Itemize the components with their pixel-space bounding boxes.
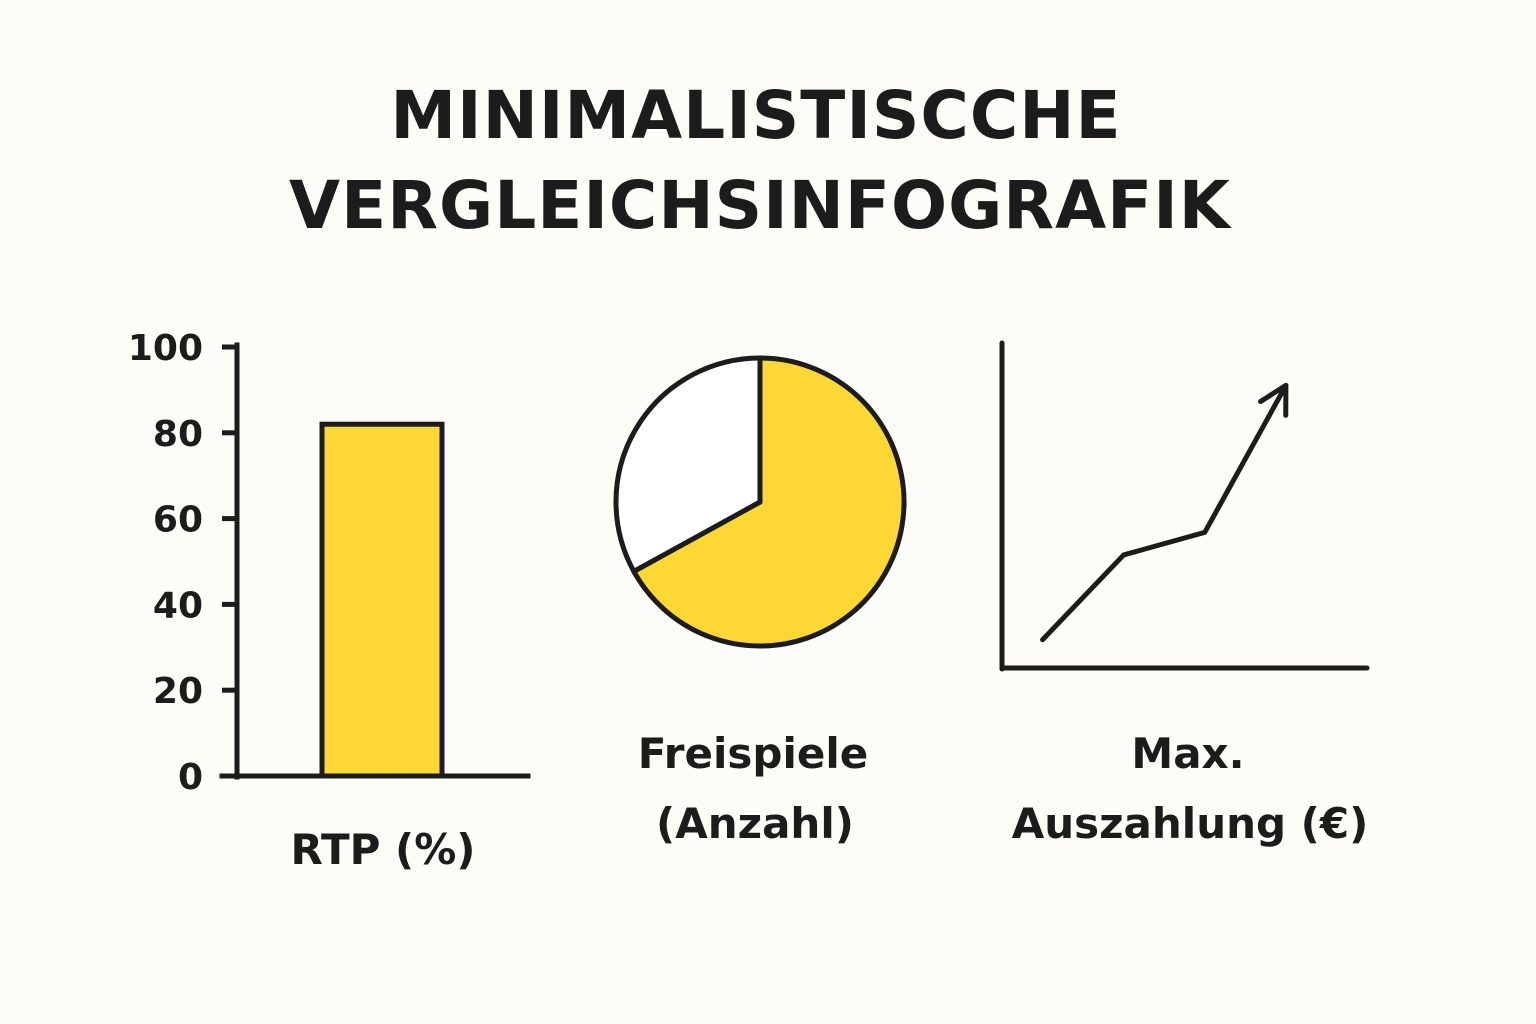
line-caption-line-2: Auszahlung (€) (1012, 799, 1369, 848)
auszahlung-line-chart: Max. Auszahlung (€) (999, 340, 1370, 848)
bar-mark (319, 421, 445, 779)
pie-slice (631, 355, 907, 649)
pie-slices (613, 355, 907, 649)
bar-y-tick-label: 100 (128, 328, 203, 369)
pie-slice (613, 355, 763, 574)
freispiele-pie-chart: Freispiele (Anzahl) (613, 355, 907, 848)
bar-y-tick-label: 60 (153, 500, 203, 541)
arrow-head-icon (1258, 382, 1289, 418)
rtp-bar-chart: 0 20 40 60 80 100 RTP (%) (128, 328, 531, 874)
bar-y-tick-label: 20 (153, 671, 203, 712)
bar-marks (319, 421, 445, 779)
bar-x-axis-label: RTP (%) (291, 825, 476, 874)
page-title-line-2: VERGLEICHSINFOGRAFIK (289, 167, 1233, 244)
line-series (1040, 382, 1289, 643)
bar-y-axis-ticks: 0 20 40 60 80 100 (128, 328, 237, 798)
bar-y-tick-label: 80 (153, 414, 203, 455)
bar-y-tick-label: 40 (153, 585, 203, 626)
pie-caption-line-2: (Anzahl) (656, 799, 854, 848)
pie-caption-line-1: Freispiele (638, 729, 868, 778)
line-caption-line-1: Max. (1131, 729, 1244, 778)
page-title-line-1: MINIMALISTISCCHE (390, 77, 1121, 154)
bar-y-tick-label: 0 (178, 757, 203, 798)
